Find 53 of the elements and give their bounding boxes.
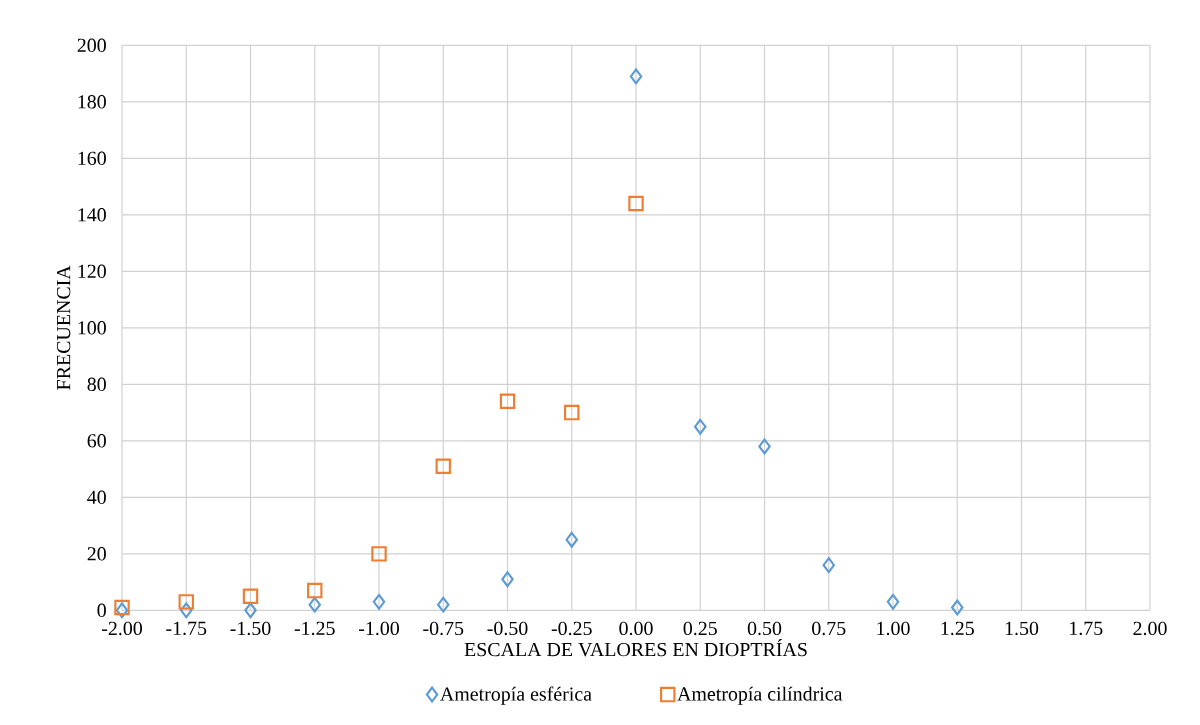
point (372, 593, 386, 610)
point (886, 593, 900, 610)
x-tick-label: -0.25 (551, 621, 592, 636)
point (308, 596, 321, 613)
point (758, 438, 771, 455)
point (437, 596, 450, 613)
y-tick-label: 60 (87, 434, 106, 448)
x-axis-title: ESCALA DE VALORES EN DIOPTRÍAS (464, 639, 807, 657)
point (242, 588, 259, 604)
point (307, 582, 323, 599)
point (435, 458, 451, 474)
point (501, 571, 514, 588)
x-tick-label: 2.00 (1133, 621, 1167, 636)
point (180, 602, 193, 619)
y-axis-title: FRECUENCIA (56, 265, 71, 390)
x-tick-label: -1.25 (294, 621, 335, 636)
point (822, 557, 836, 574)
x-tick-label: 1.25 (941, 621, 974, 636)
y-tick-label: 180 (78, 95, 106, 109)
point (178, 594, 194, 610)
y-tick-label: 140 (78, 208, 106, 222)
point (629, 68, 643, 85)
y-tick-label: 120 (78, 264, 106, 279)
y-tick-label: 20 (87, 547, 106, 561)
point (565, 531, 579, 548)
y-tick-label: 80 (87, 377, 106, 392)
x-tick-label: -0.50 (487, 621, 528, 636)
x-tick-label: 0.25 (683, 621, 717, 636)
x-tick-label: -0.75 (423, 621, 464, 636)
x-tick-label: 1.75 (1070, 621, 1103, 636)
y-tick-label: 40 (87, 490, 106, 505)
y-tick-label: 160 (78, 151, 106, 166)
x-tick-label: 0.00 (619, 621, 653, 636)
x-tick-label: 0.75 (812, 621, 846, 636)
legend-label: Ametropía esférica (440, 686, 592, 705)
y-tick-label: 0 (97, 603, 106, 618)
point (499, 393, 516, 409)
y-tick-label: 100 (78, 321, 106, 335)
x-tick-label: 0.50 (747, 621, 782, 636)
legend-label: Ametropía cilíndrica (677, 686, 843, 705)
x-tick-label: -1.00 (358, 621, 399, 636)
x-tick-label: -1.75 (166, 621, 207, 636)
x-tick-label: 1.00 (877, 621, 910, 636)
y-tick-label: 200 (77, 38, 106, 53)
x-tick-label: -1.50 (230, 621, 271, 636)
point (628, 195, 644, 212)
x-tick-label: -2.00 (101, 621, 142, 636)
point (951, 599, 964, 616)
point (371, 546, 387, 562)
point (564, 404, 580, 421)
point (694, 418, 707, 435)
point (244, 602, 257, 619)
x-tick-label: 1.50 (1005, 621, 1039, 636)
